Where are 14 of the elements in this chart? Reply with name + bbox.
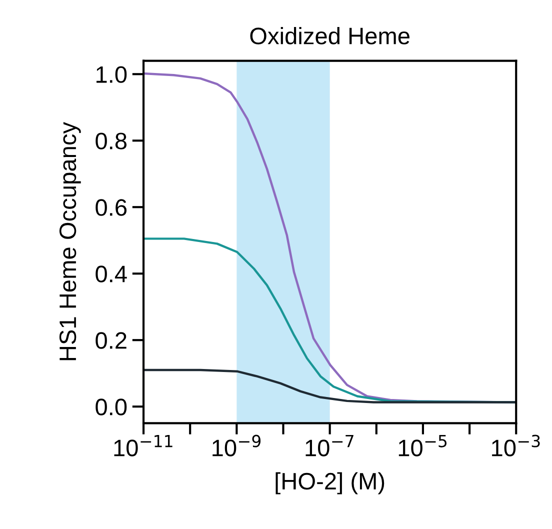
- y-tick-label: 0.0: [96, 398, 127, 416]
- y-tick-label: 1.0: [96, 66, 127, 83]
- y-tick-label: 0.6: [96, 199, 127, 216]
- x-tick-label: 10$^{−5}$: [398, 435, 447, 456]
- x-tick-label: 10$^{−3}$: [492, 434, 540, 456]
- x-axis-title: [HO-2] (M): [276, 472, 384, 494]
- y-tick-label: 0.2: [96, 332, 126, 349]
- y-tick-label: 0.8: [96, 132, 127, 150]
- y-axis-title: HS1 Heme Occupancy: [59, 122, 81, 360]
- x-tick-label: 10$^{−9}$: [212, 434, 261, 456]
- x-tick-label: 10$^{−11}$: [114, 435, 172, 456]
- chart-title: Oxidized Heme: [250, 27, 410, 44]
- y-tick-label: 0.4: [96, 266, 127, 282]
- x-tick-label: 10$^{−7}$: [306, 435, 354, 456]
